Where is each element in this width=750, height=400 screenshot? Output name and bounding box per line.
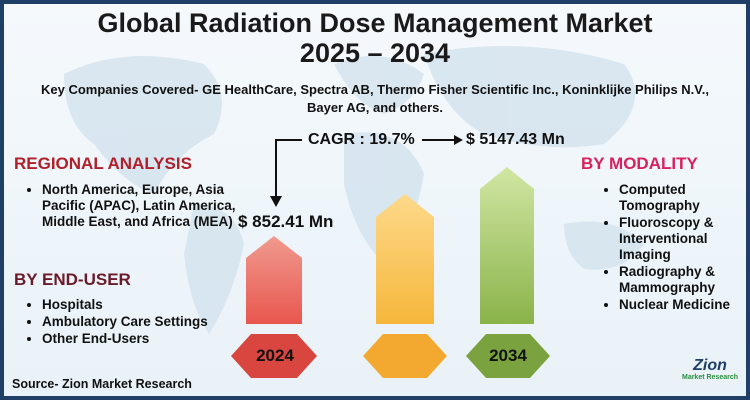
regional-list: North America, Europe, Asia Pacific (APA… [22,182,252,231]
value-2034: $ 5147.43 Mn [466,131,565,148]
logo-brand: Zion [693,357,727,374]
page-title: Global Radiation Dose Management Market [97,8,653,38]
logo-sub: Market Research [681,374,739,381]
down-arrow-icon [270,196,282,207]
year-2024-label: 2024 [256,346,294,365]
list-item: Hospitals [42,297,232,313]
key-companies: Key Companies Covered- GE HealthCare, Sp… [40,82,709,115]
cagr-label: CAGR : 19.7% [308,131,415,148]
list-item: Fluoroscopy & Interventional Imaging [619,215,746,263]
source-note: Source- Zion Market Research [12,377,192,391]
hex-mid [363,334,447,378]
list-item: Nuclear Medicine [619,297,746,313]
list-item: Ambulatory Care Settings [42,314,232,330]
end-user-heading: BY END-USER [14,270,131,289]
cagr-arrows [270,135,463,207]
bar-2024 [246,236,302,324]
hex-2034 [466,334,550,378]
list-item: Other End-Users [42,331,232,347]
modality-list: Computed Tomography Fluoroscopy & Interv… [599,182,746,314]
page-title-years: 2025 – 2034 [299,38,451,68]
list-item: Radiography & Mammography [619,264,746,296]
bar-2034 [480,167,534,324]
bar-mid [376,194,434,324]
value-2024: $ 852.41 Mn [238,212,334,231]
right-arrow-icon [454,135,463,145]
zion-logo: Zion Market Research [680,358,740,394]
list-item: Computed Tomography [619,182,746,214]
list-item: North America, Europe, Asia Pacific (APA… [42,182,252,230]
growth-bars [231,167,550,378]
end-user-list: Hospitals Ambulatory Care Settings Other… [22,297,232,348]
hex-2024 [231,334,317,378]
regional-heading: REGIONAL ANALYSIS [14,154,192,173]
year-2034-label: 2034 [489,346,527,365]
modality-heading: BY MODALITY [581,154,698,173]
